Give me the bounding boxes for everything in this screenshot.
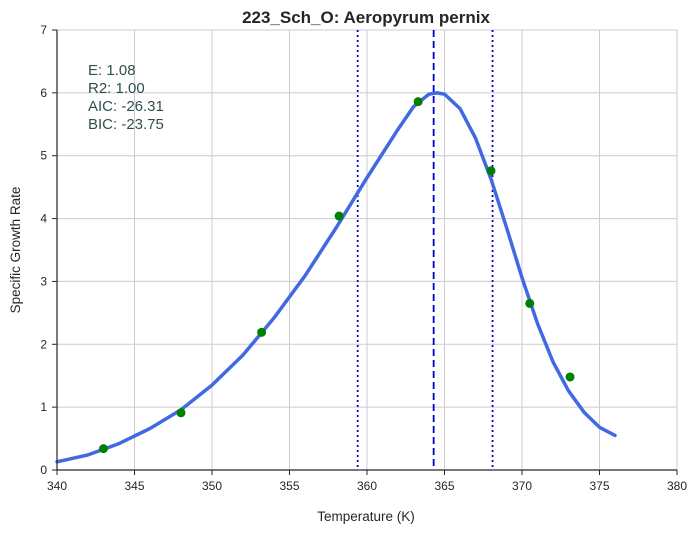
x-tick-label: 345 — [124, 479, 144, 493]
y-tick-label: 0 — [40, 463, 47, 477]
x-axis-label: Temperature (K) — [317, 509, 415, 524]
y-tick-label: 3 — [40, 274, 47, 288]
data-point — [257, 327, 267, 337]
x-tick-labels: 340 345 350 355 360 365 370 375 380 — [47, 479, 687, 493]
y-tick-label: 7 — [40, 23, 47, 37]
stat-line: AIC: -26.31 — [88, 98, 164, 115]
data-point — [99, 444, 108, 454]
data-point — [176, 408, 186, 418]
x-tick-label: 360 — [357, 479, 377, 493]
y-tick-label: 4 — [40, 212, 47, 226]
x-tick-label: 340 — [47, 479, 67, 493]
x-tick-label: 375 — [589, 479, 609, 493]
chart-title: 223_Sch_O: Aeropyrum pernix — [242, 8, 490, 27]
data-point — [525, 298, 535, 308]
data-point — [486, 166, 496, 176]
x-tick-label: 350 — [202, 479, 222, 493]
data-points — [99, 97, 575, 454]
x-tick-label: 380 — [667, 479, 687, 493]
fit-curve-layer — [55, 91, 617, 464]
y-tick-label: 5 — [40, 149, 47, 163]
data-point — [334, 211, 344, 221]
y-tick-label: 1 — [40, 400, 47, 414]
x-tick-label: 355 — [279, 479, 299, 493]
grid-lines — [56, 29, 678, 471]
y-axis-label: Specific Growth Rate — [8, 187, 23, 314]
reference-lines — [356, 30, 494, 470]
x-tick-label: 365 — [434, 479, 454, 493]
stat-line: R2: 1.00 — [88, 80, 145, 97]
axes — [52, 29, 678, 475]
data-point — [413, 97, 423, 107]
stat-line: E: 1.08 — [88, 62, 136, 79]
x-tick-label: 370 — [512, 479, 532, 493]
y-tick-label: 6 — [40, 86, 47, 100]
stat-line: BIC: -23.75 — [88, 116, 164, 133]
data-point — [565, 372, 575, 382]
y-tick-label: 2 — [40, 337, 47, 351]
y-tick-labels: 0 1 2 3 4 5 6 7 — [40, 23, 47, 477]
fit-curve — [55, 91, 617, 464]
